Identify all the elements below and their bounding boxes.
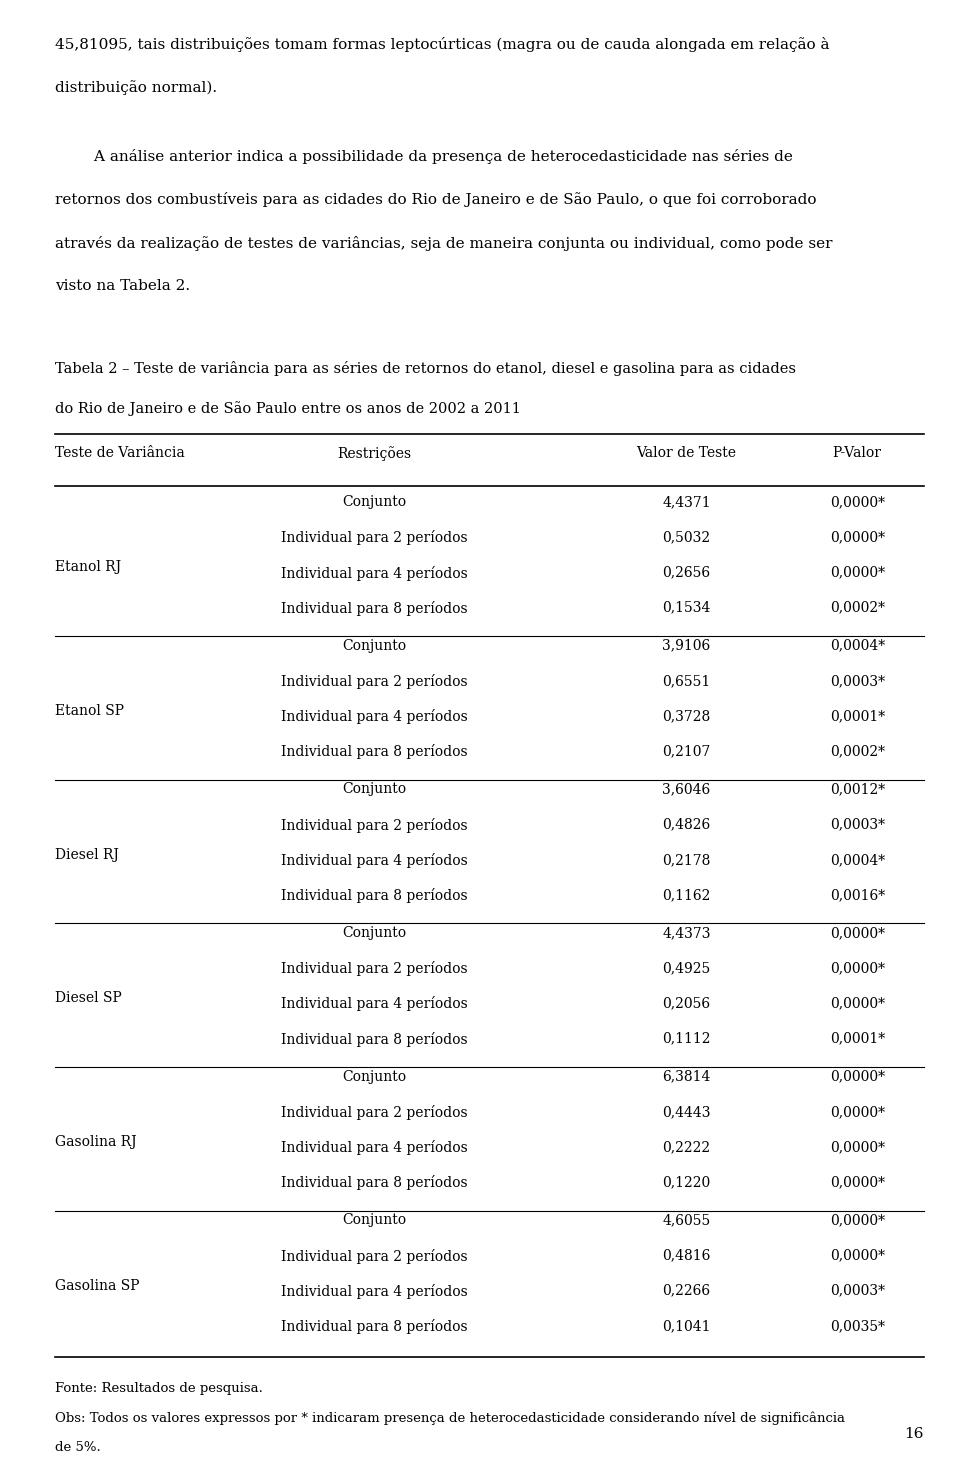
Text: Individual para 4 períodos: Individual para 4 períodos [281,1140,468,1155]
Text: Individual para 2 períodos: Individual para 2 períodos [281,961,468,976]
Text: 0,2178: 0,2178 [662,852,710,867]
Text: 0,2222: 0,2222 [662,1140,710,1155]
Text: Conjunto: Conjunto [343,638,406,653]
Text: Conjunto: Conjunto [343,926,406,940]
Text: Individual para 8 períodos: Individual para 8 períodos [281,601,468,616]
Text: 0,4826: 0,4826 [662,817,710,832]
Text: 0,6551: 0,6551 [662,673,710,688]
Text: 0,0003*: 0,0003* [829,817,885,832]
Text: 0,0000*: 0,0000* [829,1248,885,1263]
Text: Individual para 4 períodos: Individual para 4 períodos [281,852,468,868]
Text: 0,0000*: 0,0000* [829,1069,885,1084]
Text: 0,1112: 0,1112 [662,1031,710,1046]
Text: 3,6046: 3,6046 [662,782,710,797]
Text: 0,2656: 0,2656 [662,566,710,579]
Text: Conjunto: Conjunto [343,1213,406,1228]
Text: 0,0003*: 0,0003* [829,673,885,688]
Text: 0,1041: 0,1041 [662,1319,710,1334]
Text: Conjunto: Conjunto [343,1069,406,1084]
Text: Etanol RJ: Etanol RJ [55,560,121,574]
Text: 0,0002*: 0,0002* [829,744,885,758]
Text: 0,0000*: 0,0000* [829,1105,885,1119]
Text: Conjunto: Conjunto [343,496,406,509]
Text: A análise anterior indica a possibilidade da presença de heterocedasticidade nas: A análise anterior indica a possibilidad… [55,150,793,164]
Text: Tabela 2 – Teste de variância para as séries de retornos do etanol, diesel e gas: Tabela 2 – Teste de variância para as sé… [55,361,796,376]
Text: Individual para 2 períodos: Individual para 2 períodos [281,817,468,833]
Text: 0,0000*: 0,0000* [829,1175,885,1190]
Text: 0,0000*: 0,0000* [829,1140,885,1155]
Text: 0,0012*: 0,0012* [829,782,885,797]
Text: 0,0000*: 0,0000* [829,926,885,940]
Text: 0,0004*: 0,0004* [829,638,885,653]
Text: 0,2107: 0,2107 [662,744,710,758]
Text: 4,4371: 4,4371 [662,496,710,509]
Text: Gasolina RJ: Gasolina RJ [55,1135,136,1149]
Text: visto na Tabela 2.: visto na Tabela 2. [55,279,190,293]
Text: 0,0000*: 0,0000* [829,496,885,509]
Text: Fonte: Resultados de pesquisa.: Fonte: Resultados de pesquisa. [55,1382,263,1395]
Text: Etanol SP: Etanol SP [55,704,124,717]
Text: Individual para 4 períodos: Individual para 4 períodos [281,1284,468,1298]
Text: 0,0000*: 0,0000* [829,566,885,579]
Text: 0,0035*: 0,0035* [829,1319,885,1334]
Text: Individual para 2 períodos: Individual para 2 períodos [281,673,468,689]
Text: Individual para 2 períodos: Individual para 2 períodos [281,1248,468,1263]
Text: Individual para 8 períodos: Individual para 8 períodos [281,744,468,760]
Text: Individual para 4 períodos: Individual para 4 períodos [281,996,468,1011]
Text: Gasolina SP: Gasolina SP [55,1279,139,1292]
Text: 0,0004*: 0,0004* [829,852,885,867]
Text: Individual para 8 períodos: Individual para 8 períodos [281,1319,468,1334]
Text: Individual para 2 períodos: Individual para 2 períodos [281,1105,468,1119]
Text: do Rio de Janeiro e de São Paulo entre os anos de 2002 a 2011: do Rio de Janeiro e de São Paulo entre o… [55,400,520,417]
Text: Conjunto: Conjunto [343,782,406,797]
Text: de 5%.: de 5%. [55,1442,101,1454]
Text: 0,1220: 0,1220 [662,1175,710,1190]
Text: P-Valor: P-Valor [832,446,882,459]
Text: Individual para 4 períodos: Individual para 4 períodos [281,566,468,581]
Text: distribuição normal).: distribuição normal). [55,79,217,95]
Text: 4,6055: 4,6055 [662,1213,710,1228]
Text: Valor de Teste: Valor de Teste [636,446,736,459]
Text: retornos dos combustíveis para as cidades do Rio de Janeiro e de São Paulo, o qu: retornos dos combustíveis para as cidade… [55,192,816,207]
Text: 0,2056: 0,2056 [662,996,710,1011]
Text: através da realização de testes de variâncias, seja de maneira conjunta ou indiv: através da realização de testes de variâ… [55,236,832,251]
Text: 6,3814: 6,3814 [662,1069,710,1084]
Text: 0,0000*: 0,0000* [829,1213,885,1228]
Text: Individual para 8 períodos: Individual para 8 períodos [281,888,468,904]
Text: Restrições: Restrições [337,446,412,461]
Text: 4,4373: 4,4373 [662,926,710,940]
Text: 3,9106: 3,9106 [662,638,710,653]
Text: 0,0001*: 0,0001* [829,1031,885,1046]
Text: 0,5032: 0,5032 [662,531,710,544]
Text: Individual para 8 períodos: Individual para 8 períodos [281,1031,468,1046]
Text: 0,0001*: 0,0001* [829,709,885,723]
Text: 0,3728: 0,3728 [662,709,710,723]
Text: 0,4816: 0,4816 [662,1248,710,1263]
Text: Diesel SP: Diesel SP [55,992,122,1005]
Text: 16: 16 [904,1426,924,1441]
Text: 0,1534: 0,1534 [662,601,710,615]
Text: 0,0000*: 0,0000* [829,996,885,1011]
Text: 0,0000*: 0,0000* [829,531,885,544]
Text: Diesel RJ: Diesel RJ [55,848,119,861]
Text: 0,0003*: 0,0003* [829,1284,885,1298]
Text: Individual para 4 períodos: Individual para 4 períodos [281,709,468,725]
Text: 0,0002*: 0,0002* [829,601,885,615]
Text: 0,4925: 0,4925 [662,961,710,976]
Text: 0,1162: 0,1162 [662,888,710,902]
Text: 0,0000*: 0,0000* [829,961,885,976]
Text: 0,2266: 0,2266 [662,1284,710,1298]
Text: 0,0016*: 0,0016* [829,888,885,902]
Text: Teste de Variância: Teste de Variância [55,446,184,459]
Text: Individual para 2 períodos: Individual para 2 períodos [281,531,468,546]
Text: Individual para 8 períodos: Individual para 8 períodos [281,1175,468,1190]
Text: Obs: Todos os valores expressos por * indicaram presença de heterocedasticidade : Obs: Todos os valores expressos por * in… [55,1411,845,1426]
Text: 0,4443: 0,4443 [662,1105,710,1119]
Text: 45,81095, tais distribuições tomam formas leptocúrticas (magra ou de cauda along: 45,81095, tais distribuições tomam forma… [55,37,829,51]
